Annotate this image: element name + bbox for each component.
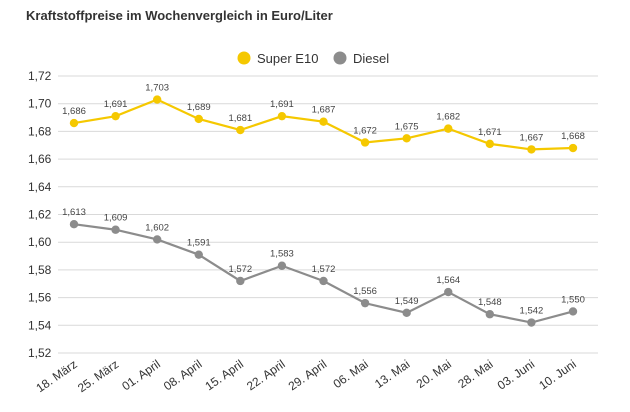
- data-label: 1,682: [436, 112, 460, 123]
- y-tick-label: 1,60: [28, 235, 52, 249]
- data-point: [152, 95, 162, 104]
- legend-label: Diesel: [353, 51, 389, 66]
- data-label: 1,681: [228, 113, 252, 124]
- legend-marker: [333, 51, 347, 65]
- data-point: [236, 125, 245, 135]
- data-point: [527, 318, 536, 327]
- data-point: [402, 308, 411, 318]
- x-tick-label: 22. April: [244, 357, 288, 393]
- x-tick-label: 25. März: [75, 357, 121, 395]
- data-point: [277, 261, 287, 270]
- data-point: [111, 225, 120, 234]
- y-tick-label: 1,56: [28, 291, 52, 305]
- y-tick-label: 1,72: [28, 69, 52, 83]
- x-tick-label: 28. Mai: [455, 357, 495, 391]
- y-tick-label: 1,70: [28, 97, 52, 111]
- data-point: [485, 139, 495, 149]
- data-point: [360, 138, 370, 147]
- data-point: [444, 124, 453, 133]
- data-label: 1,591: [187, 238, 211, 249]
- data-point: [527, 145, 536, 154]
- y-tick-label: 1,68: [28, 124, 52, 138]
- x-tick-label: 15. April: [203, 357, 247, 393]
- data-label: 1,549: [395, 296, 419, 307]
- legend-marker: [237, 51, 251, 65]
- data-point: [319, 276, 328, 286]
- y-tick-label: 1,64: [28, 180, 52, 194]
- data-point: [568, 307, 578, 316]
- x-tick-label: 20. Mai: [414, 357, 454, 391]
- data-label: 1,548: [478, 297, 502, 308]
- data-point: [568, 143, 578, 153]
- x-tick-label: 03. Juni: [495, 357, 537, 393]
- y-tick-label: 1,54: [28, 318, 52, 332]
- data-point: [69, 219, 79, 229]
- data-point: [194, 114, 203, 124]
- x-tick-label: 06. Mai: [331, 357, 371, 391]
- x-tick-label: 18. März: [33, 357, 79, 395]
- data-point: [236, 276, 245, 286]
- chart-title: Kraftstoffpreise im Wochenvergleich in E…: [26, 8, 333, 23]
- y-tick-label: 1,52: [28, 346, 52, 360]
- x-tick-label: 08. April: [161, 357, 205, 393]
- data-point: [402, 134, 411, 143]
- data-label: 1,564: [436, 275, 460, 286]
- data-point: [444, 287, 453, 297]
- x-tick-label: 10. Juni: [536, 357, 578, 393]
- data-label: 1,668: [561, 131, 585, 142]
- data-label: 1,671: [478, 127, 502, 138]
- data-point: [194, 250, 203, 259]
- data-label: 1,550: [561, 294, 585, 305]
- data-label: 1,675: [395, 121, 419, 132]
- data-label: 1,691: [104, 99, 128, 110]
- data-point: [69, 118, 79, 128]
- y-tick-label: 1,62: [28, 208, 52, 222]
- x-tick-label: 01. April: [119, 357, 163, 393]
- data-label: 1,613: [62, 207, 86, 218]
- data-label: 1,572: [228, 264, 252, 275]
- data-label: 1,703: [145, 83, 169, 94]
- data-label: 1,542: [520, 306, 544, 317]
- data-point: [485, 310, 495, 319]
- data-point: [111, 111, 120, 121]
- data-point: [277, 111, 287, 121]
- data-label: 1,572: [312, 264, 336, 275]
- data-label: 1,609: [104, 213, 128, 224]
- x-tick-label: 13. Mai: [372, 357, 412, 391]
- data-point: [152, 235, 162, 244]
- legend-label: Super E10: [257, 51, 318, 66]
- data-label: 1,667: [520, 132, 544, 143]
- data-point: [319, 117, 328, 126]
- data-label: 1,691: [270, 99, 294, 110]
- y-tick-label: 1,58: [28, 263, 52, 277]
- data-label: 1,602: [145, 222, 169, 233]
- x-tick-label: 29. April: [286, 357, 330, 393]
- data-label: 1,556: [353, 286, 377, 297]
- data-label: 1,687: [312, 105, 336, 116]
- data-label: 1,689: [187, 102, 211, 113]
- y-tick-label: 1,66: [28, 152, 52, 166]
- data-label: 1,672: [353, 125, 377, 136]
- data-point: [360, 298, 370, 308]
- data-label: 1,686: [62, 106, 86, 117]
- data-label: 1,583: [270, 249, 294, 260]
